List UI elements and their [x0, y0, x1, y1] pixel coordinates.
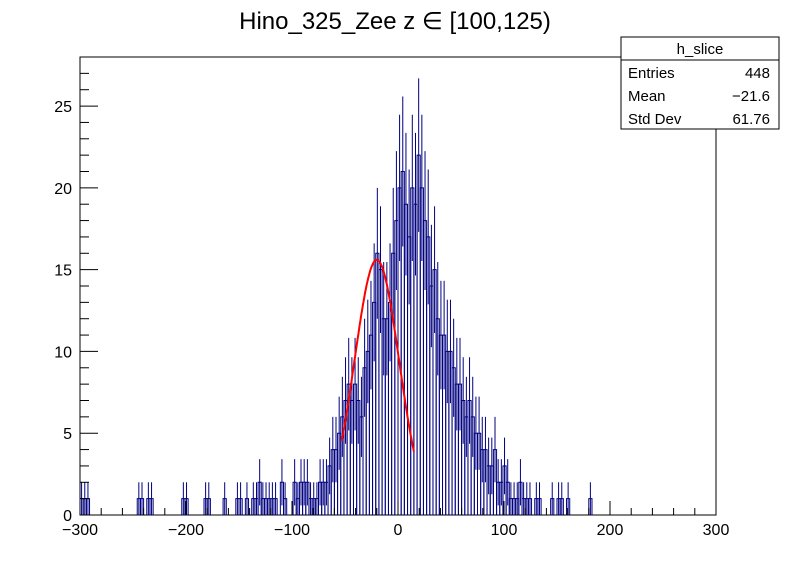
x-tick-label: −100 — [274, 522, 310, 539]
histogram-bin — [184, 482, 189, 515]
stats-entries-label: Entries — [628, 65, 675, 82]
x-tick-label: −200 — [168, 522, 204, 539]
stats-mean-label: Mean — [628, 88, 666, 105]
histogram-bin — [149, 482, 154, 515]
histogram-bin — [222, 482, 227, 515]
stats-box: h_slice Entries 448 Mean −21.6 Std Dev 6… — [620, 36, 780, 130]
stats-stddev-value: 61.76 — [732, 111, 770, 128]
histogram-bin — [273, 482, 278, 515]
y-tick-label: 0 — [63, 508, 72, 525]
histogram-bin — [527, 482, 533, 515]
gaussian-fit-curve — [340, 258, 415, 452]
fit-layer — [340, 258, 415, 452]
x-tick-label: −300 — [62, 522, 98, 539]
x-tick-label: 100 — [491, 522, 518, 539]
chart-title: Hino_325_Zee z ∈ [100,125) — [239, 8, 551, 35]
histogram-bin — [206, 482, 211, 515]
stats-box-title: h_slice — [677, 41, 724, 58]
axis-layer: −300 −200 −100 0 100 200 300 0 5 10 15 20 25 — [54, 56, 730, 539]
histogram-bin — [283, 482, 288, 515]
histogram-bin — [559, 482, 564, 515]
histogram-bin — [550, 482, 555, 515]
y-tick-label: 15 — [54, 263, 72, 280]
histogram-bin — [537, 482, 542, 515]
stats-entries-value: 448 — [745, 65, 770, 82]
y-tick-label: 20 — [54, 181, 72, 198]
stats-mean-value: −21.6 — [732, 88, 770, 105]
histogram-layer — [79, 78, 593, 515]
y-tick-label: 25 — [54, 99, 72, 116]
histogram-bin — [244, 482, 250, 515]
stats-box-frame — [620, 36, 780, 130]
histogram-bin — [588, 482, 593, 515]
y-tick-label: 10 — [54, 344, 72, 361]
histogram-bin — [238, 482, 243, 515]
x-tick-label: 0 — [394, 522, 403, 539]
x-tick-label: 200 — [597, 522, 624, 539]
y-tick-label: 5 — [63, 426, 72, 443]
histogram-bin — [139, 482, 145, 515]
histogram-bin — [566, 482, 571, 515]
x-tick-label: 300 — [703, 522, 730, 539]
stats-stddev-label: Std Dev — [628, 111, 682, 128]
